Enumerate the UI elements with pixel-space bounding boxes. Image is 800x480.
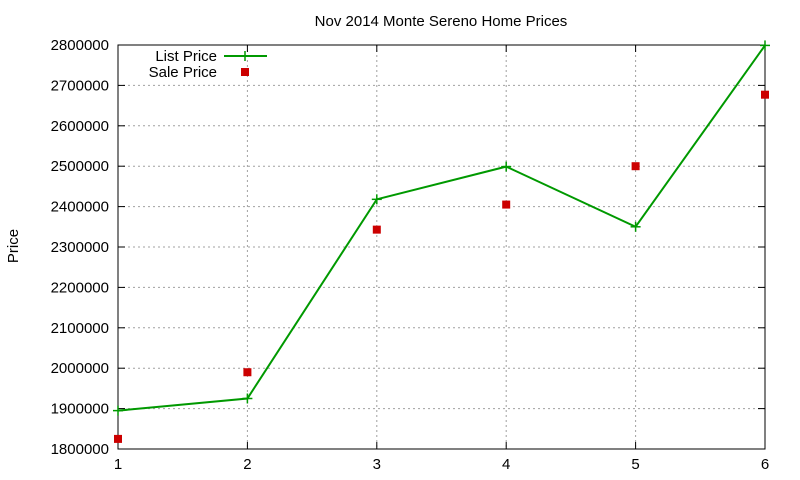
sale-price-point	[761, 90, 769, 99]
sale-price-point	[243, 368, 252, 377]
list-price-point	[501, 161, 512, 172]
legend-square-marker	[241, 68, 249, 76]
y-tick-label: 1900000	[51, 401, 109, 418]
list-price-point	[242, 393, 253, 404]
y-tick-label: 2200000	[51, 279, 109, 296]
y-tick-label: 2100000	[51, 320, 109, 337]
sale-price-point	[502, 200, 511, 209]
y-axis-title: Price	[5, 229, 22, 263]
list-price-point	[371, 194, 382, 205]
list-price-point	[630, 221, 641, 232]
series-0	[113, 40, 770, 416]
axes: 1800000 1900000 2000000 2100000 2200000 23000…	[51, 37, 770, 473]
legend-label: Sale Price	[149, 64, 217, 81]
grid	[118, 45, 765, 449]
x-tick-label: 2	[243, 456, 251, 473]
y-tick-label: 2600000	[51, 118, 109, 135]
list-price-point	[760, 40, 770, 51]
y-tick-label: 2300000	[51, 239, 109, 256]
x-tick-label: 1	[114, 456, 122, 473]
list-price-point	[113, 405, 123, 416]
y-tick-label: 1800000	[51, 441, 109, 458]
chart-title: Nov 2014 Monte Sereno Home Prices	[315, 13, 568, 30]
x-tick-label: 3	[373, 456, 381, 473]
sale-price-point	[114, 434, 122, 443]
series	[113, 40, 770, 443]
x-tick-label: 4	[502, 456, 510, 473]
plot-border	[117, 44, 766, 450]
sale-price-point	[372, 225, 381, 234]
y-tick-label: 2500000	[51, 158, 109, 175]
x-tick-label: 6	[761, 456, 769, 473]
y-tick-label: 2800000	[51, 37, 109, 54]
list-price-line	[117, 44, 766, 412]
series-1	[114, 90, 769, 443]
x-tick-label: 5	[631, 456, 639, 473]
legend-plus-marker	[240, 51, 250, 61]
y-tick-label: 2400000	[51, 199, 109, 216]
y-tick-label: 2000000	[51, 360, 109, 377]
y-tick-label: 2700000	[51, 77, 109, 94]
legend-label: List Price	[155, 48, 217, 65]
sale-price-point	[631, 162, 640, 171]
